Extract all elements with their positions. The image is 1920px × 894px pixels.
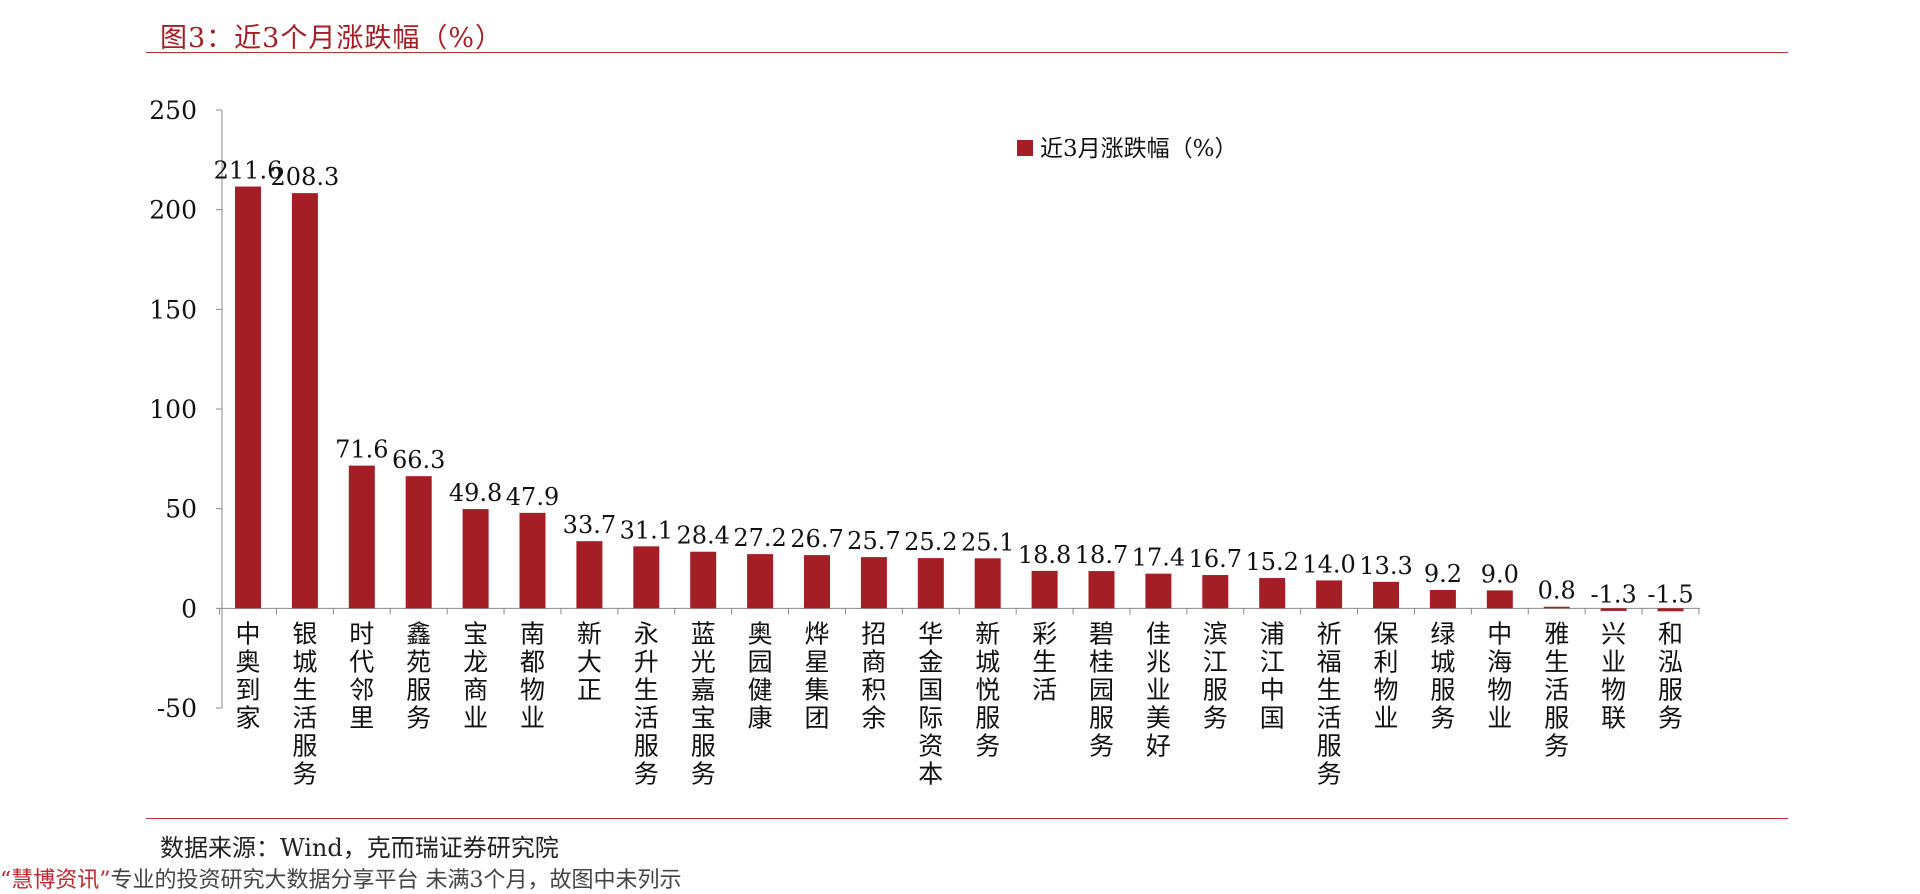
bar-layer — [235, 186, 1684, 612]
bar — [519, 512, 546, 609]
category-label: 兴业物联 — [1601, 619, 1626, 732]
category-label: 蓝光嘉宝服务 — [691, 619, 716, 788]
bar — [1600, 608, 1627, 611]
data-label: 16.7 — [1189, 545, 1242, 573]
axis-layer: -50 0 50 100 150 200 250 — [149, 96, 1700, 723]
bar — [1657, 608, 1684, 612]
category-label: 保利物业 — [1373, 619, 1398, 732]
category-label: 新大正 — [577, 619, 602, 704]
category-label: 奥园健康 — [748, 619, 773, 732]
category-label-layer: 中奥到家 银城生活服务 时代邻里 鑫苑服务 宝龙商业 南都物业 新大正 永升生活服务 蓝光嘉宝服… — [235, 619, 1683, 788]
y-tick-label: 200 — [149, 196, 197, 225]
bar — [1145, 573, 1172, 609]
bar — [1202, 575, 1229, 609]
footer-watermark-strip: “慧博资讯”专业的投资研究大数据分享平台 未满3个月，故图中未列示 — [0, 862, 682, 894]
legend-swatch — [1017, 140, 1033, 156]
bar — [747, 554, 774, 609]
category-label: 绿城服务 — [1430, 619, 1455, 732]
category-label: 招商积余 — [861, 619, 886, 732]
bar — [1031, 570, 1058, 609]
category-label: 浦江中国 — [1260, 619, 1285, 732]
data-label: 25.1 — [961, 528, 1014, 556]
data-label: 25.2 — [904, 528, 957, 556]
bar — [804, 555, 830, 609]
data-label: 47.9 — [506, 483, 559, 511]
category-label: 烨星集团 — [804, 619, 829, 732]
bar — [405, 476, 432, 609]
bar — [462, 509, 489, 609]
data-label: 14.0 — [1302, 550, 1355, 578]
category-label: 新城悦服务 — [975, 619, 1000, 760]
bar — [348, 465, 375, 609]
bar — [633, 546, 660, 609]
data-label: 208.3 — [271, 163, 340, 191]
category-label: 和泓服务 — [1658, 619, 1683, 732]
bar — [1088, 571, 1115, 609]
bar — [576, 541, 603, 609]
bar — [1259, 578, 1286, 609]
y-tick-label: -50 — [157, 694, 197, 723]
data-label: 18.8 — [1018, 541, 1071, 569]
data-label: 15.2 — [1245, 548, 1298, 576]
data-label: 17.4 — [1132, 544, 1185, 572]
category-label: 祈福生活服务 — [1317, 619, 1342, 788]
category-label: 时代邻里 — [349, 619, 374, 732]
data-label: 71.6 — [335, 436, 388, 464]
data-label: 66.3 — [392, 446, 445, 474]
chart-title: 图3：近3个月涨跌幅（%） — [160, 23, 504, 54]
category-label: 滨江服务 — [1203, 619, 1228, 732]
data-label: 13.3 — [1359, 552, 1412, 580]
title-divider — [146, 52, 1788, 53]
y-tick-label: 250 — [149, 96, 197, 125]
category-label: 永升生活服务 — [634, 619, 659, 788]
data-label: 31.1 — [620, 516, 673, 544]
category-label: 碧桂园服务 — [1089, 619, 1114, 760]
bar — [1429, 589, 1456, 609]
source-divider — [146, 818, 1788, 819]
data-label: 25.7 — [847, 527, 900, 555]
bar — [291, 193, 318, 609]
category-label: 宝龙商业 — [463, 619, 488, 732]
data-label: 33.7 — [563, 511, 616, 539]
legend: 近3月涨跌幅（%） — [1017, 136, 1238, 162]
category-label: 银城生活服务 — [292, 619, 317, 788]
data-label: 26.7 — [790, 525, 843, 553]
bar — [690, 551, 717, 609]
bar — [1486, 590, 1513, 609]
bar — [1543, 606, 1570, 609]
data-source-note: 数据来源：Wind，克而瑞证券研究院 — [160, 834, 559, 862]
data-label: 211.6 — [214, 157, 283, 185]
data-label: 9.0 — [1481, 560, 1519, 588]
category-label: 雅生活服务 — [1544, 619, 1569, 760]
bar — [860, 557, 887, 609]
data-label: 9.2 — [1424, 560, 1462, 588]
bar — [235, 186, 261, 609]
legend-label: 近3月涨跌幅（%） — [1040, 136, 1238, 162]
data-label: -1.3 — [1590, 580, 1636, 608]
category-label: 南都物业 — [520, 619, 545, 732]
category-label: 中海物业 — [1487, 619, 1512, 732]
y-tick-label: 150 — [149, 295, 197, 324]
y-tick-label: 50 — [165, 495, 197, 524]
category-label: 彩生活 — [1032, 619, 1057, 704]
y-tick-label: 0 — [181, 594, 197, 623]
bar — [917, 558, 944, 609]
category-label: 华金国际资本 — [918, 619, 943, 788]
category-label: 中奥到家 — [235, 619, 260, 732]
category-label: 鑫苑服务 — [406, 619, 431, 732]
data-label: 28.4 — [676, 522, 729, 550]
bar — [1373, 581, 1399, 609]
data-label: 18.7 — [1075, 541, 1128, 569]
data-label: -1.5 — [1647, 580, 1693, 608]
bar — [974, 558, 1001, 609]
data-label: 0.8 — [1538, 577, 1576, 605]
y-tick-label: 100 — [149, 395, 197, 424]
category-label: 佳兆业美好 — [1146, 619, 1171, 760]
data-label: 27.2 — [733, 524, 786, 552]
data-label: 49.8 — [449, 479, 502, 507]
bar — [1316, 580, 1343, 609]
